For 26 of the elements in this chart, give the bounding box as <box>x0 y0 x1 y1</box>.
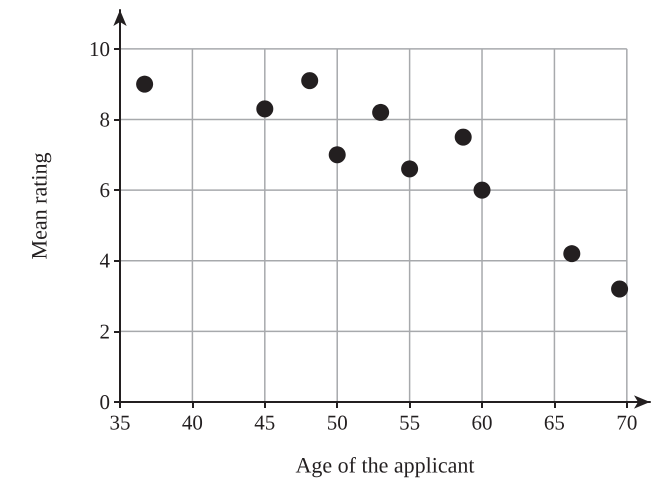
point <box>256 100 274 118</box>
x-tick-label: 65 <box>544 410 565 434</box>
x-tick-label: 50 <box>326 410 348 434</box>
y-tick-label: 6 <box>100 178 110 202</box>
x-tick-label: 70 <box>616 410 638 434</box>
point <box>372 104 390 121</box>
point <box>328 146 346 164</box>
x-tick-label: 40 <box>182 410 203 434</box>
x-tick-label: 35 <box>110 410 130 434</box>
point <box>301 72 318 90</box>
x-tick-label: 60 <box>472 410 493 434</box>
y-tick-label: 4 <box>100 248 110 273</box>
x-tick-label: 55 <box>399 410 420 434</box>
y-tick-label: 0 <box>100 390 110 414</box>
x-tick-label: 45 <box>254 410 276 434</box>
point <box>474 182 491 199</box>
y-axis-title: Mean rating <box>26 152 52 260</box>
y-tick-label: 8 <box>100 107 110 132</box>
y-tick-label: 2 <box>100 319 110 344</box>
y-tick-label: 10 <box>89 36 110 61</box>
x-axis-title: Age of the applicant <box>296 452 474 478</box>
point <box>454 128 472 146</box>
point <box>611 280 628 298</box>
point <box>563 245 580 262</box>
point <box>136 76 154 93</box>
point <box>401 160 418 178</box>
